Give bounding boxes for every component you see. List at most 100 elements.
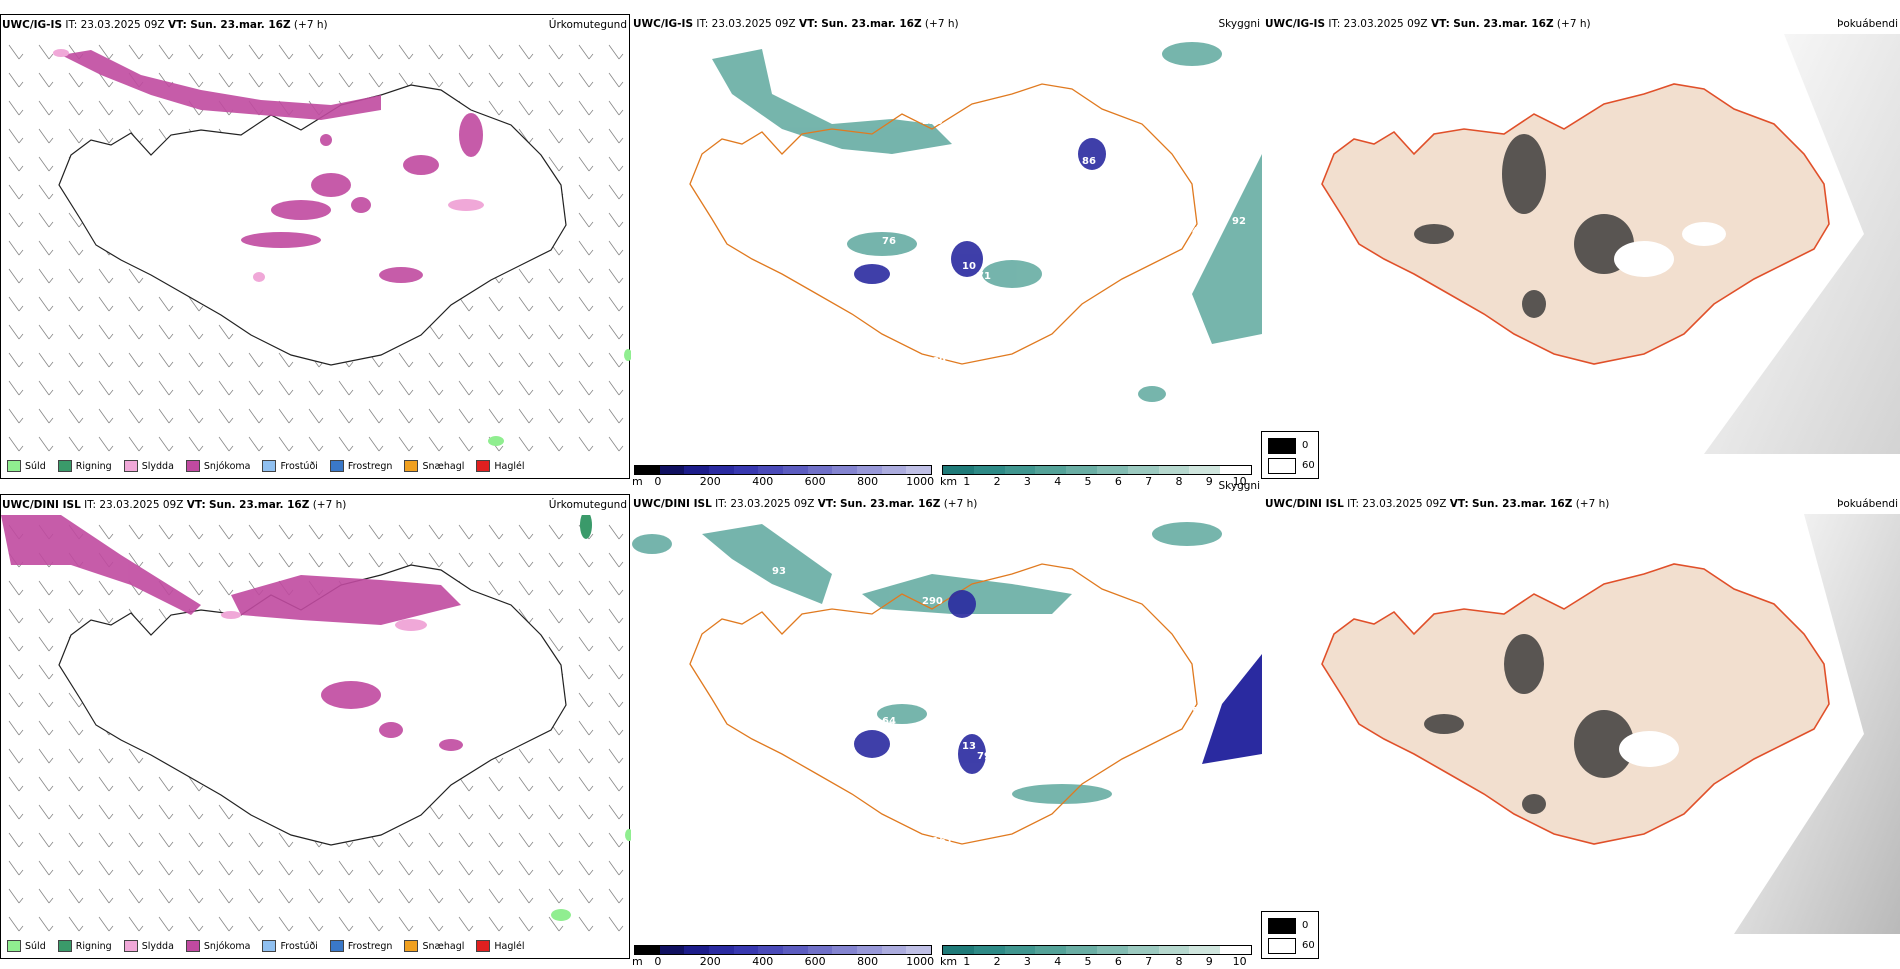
fog-index-panel-2: UWC/DINI ISL IT: 23.03.2025 09Z VT: Sun.… bbox=[1261, 494, 1900, 959]
panel-title: UWC/DINI ISL IT: 23.03.2025 09Z VT: Sun.… bbox=[633, 498, 978, 510]
wind-barb bbox=[158, 776, 174, 792]
wind-barb bbox=[218, 552, 234, 568]
wind-barb bbox=[428, 44, 444, 60]
wind-barb bbox=[38, 608, 54, 624]
wind-barb bbox=[38, 268, 54, 284]
colorbar-step bbox=[1158, 466, 1190, 474]
wind-barb bbox=[548, 128, 564, 144]
wind-barb bbox=[578, 636, 594, 652]
colorbar-step bbox=[1035, 466, 1067, 474]
wind-barb bbox=[38, 664, 54, 680]
cloudbase-label: 59 bbox=[912, 856, 926, 867]
cloudbase-label: 76 bbox=[882, 236, 896, 247]
legend-label: Snæhagl bbox=[422, 460, 465, 472]
colorbar-tick: 6 bbox=[1114, 475, 1122, 488]
legend-item: Slydda bbox=[123, 460, 174, 472]
wind-barb bbox=[68, 408, 84, 424]
wind-barb bbox=[548, 352, 564, 368]
wind-barb bbox=[368, 436, 384, 452]
colorbar-tick: 7 bbox=[1145, 475, 1153, 488]
wind-barb bbox=[38, 636, 54, 652]
wind-barb bbox=[458, 804, 474, 820]
legend-item: Frostúði bbox=[262, 940, 318, 952]
wind-barb bbox=[158, 352, 174, 368]
legend-swatch bbox=[404, 460, 419, 472]
cloudbase-label: 471 bbox=[1192, 226, 1213, 237]
legend-label: Frostúði bbox=[280, 940, 318, 952]
colorbar-tick: 0 bbox=[654, 475, 662, 488]
wind-barb bbox=[398, 44, 414, 60]
colorbar-tick: 600 bbox=[804, 955, 826, 968]
wind-barb bbox=[98, 608, 114, 624]
colorbar-step bbox=[1127, 466, 1159, 474]
wind-barb bbox=[518, 436, 534, 452]
wind-barb bbox=[8, 240, 24, 256]
wind-barb bbox=[188, 580, 204, 596]
wind-barb bbox=[278, 524, 294, 540]
wind-barb bbox=[578, 888, 594, 904]
precip-legend: Súld Rigning Slydda Snjókoma Frostúði Frostre… bbox=[7, 460, 525, 472]
wind-barb bbox=[368, 524, 384, 540]
wind-barb bbox=[518, 324, 534, 340]
wind-barb bbox=[128, 804, 144, 820]
colorbar-tick: 10 bbox=[1232, 955, 1247, 968]
colorbar-step bbox=[1096, 946, 1128, 954]
colorbar-tick: 400 bbox=[752, 955, 774, 968]
colorbar-step bbox=[807, 466, 833, 474]
colorbar-step bbox=[1004, 466, 1036, 474]
cloudbase-label: 88 bbox=[1112, 141, 1126, 152]
wind-barb bbox=[38, 916, 54, 932]
wind-barb bbox=[608, 240, 624, 256]
wind-barb bbox=[608, 524, 624, 540]
colorbar-step bbox=[1035, 946, 1067, 954]
cloudbase-label: 86 bbox=[1082, 156, 1096, 167]
wind-barb bbox=[368, 860, 384, 876]
legend-swatch bbox=[123, 460, 138, 472]
legend-label: Snjókoma bbox=[203, 460, 251, 472]
cloudbase-colorbar: m 0 200 400 600 800 1000 bbox=[632, 465, 934, 488]
panel-type-label: Úrkomutegund bbox=[548, 19, 627, 31]
wind-barb bbox=[38, 832, 54, 848]
legend-item: Slydda bbox=[123, 940, 174, 952]
wind-barb bbox=[548, 44, 564, 60]
wind-barb bbox=[8, 156, 24, 172]
wind-barb bbox=[578, 832, 594, 848]
wind-barb bbox=[218, 888, 234, 904]
wind-barb bbox=[488, 524, 504, 540]
cloudbase-label: 73 bbox=[932, 896, 946, 907]
wind-barb bbox=[68, 916, 84, 932]
cloudbase-label: 70 bbox=[1072, 121, 1086, 132]
wind-barb bbox=[38, 324, 54, 340]
wind-barb bbox=[308, 552, 324, 568]
wind-barb bbox=[38, 100, 54, 116]
wind-barb bbox=[458, 408, 474, 424]
wind-barb bbox=[188, 72, 204, 88]
wind-barb bbox=[158, 524, 174, 540]
wind-barb bbox=[518, 524, 534, 540]
cloudbase-label: 135 bbox=[932, 416, 953, 427]
wind-barb bbox=[38, 720, 54, 736]
wind-barb bbox=[128, 408, 144, 424]
wind-barb bbox=[578, 916, 594, 932]
wind-barb bbox=[8, 692, 24, 708]
wind-barb bbox=[68, 860, 84, 876]
fog-legend: 0 60 bbox=[1261, 911, 1319, 959]
wind-barb bbox=[578, 804, 594, 820]
wind-barb bbox=[188, 324, 204, 340]
legend-item: Snjókoma bbox=[185, 460, 251, 472]
wind-barb bbox=[608, 324, 624, 340]
colorbar-step bbox=[1127, 946, 1159, 954]
wind-barb bbox=[8, 296, 24, 312]
wind-barb bbox=[518, 352, 534, 368]
wind-barb bbox=[548, 552, 564, 568]
wind-barb bbox=[608, 608, 624, 624]
wind-barb bbox=[518, 552, 534, 568]
colorbar-step bbox=[1066, 946, 1097, 954]
wind-barb bbox=[578, 44, 594, 60]
wind-barb bbox=[128, 524, 144, 540]
wind-barb bbox=[548, 296, 564, 312]
wind-barb bbox=[608, 184, 624, 200]
colorbar-step bbox=[758, 466, 784, 474]
